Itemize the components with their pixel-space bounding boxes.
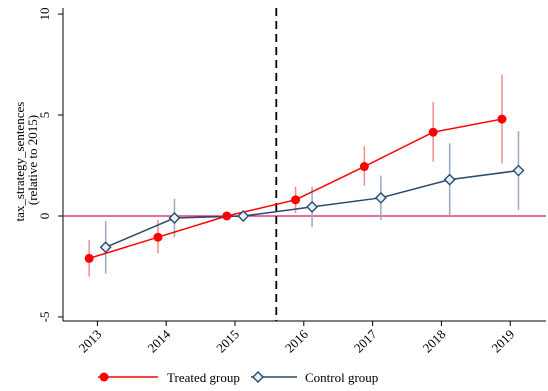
y-axis-label-line-2: (relative to 2015) — [25, 115, 40, 205]
legend-control-label: Control group — [305, 370, 378, 385]
plot-area: -5 0 5 10 2013 2014 2015 2016 2017 2018 2019 — [37, 8, 546, 356]
x-tick-label: 2015 — [213, 327, 242, 356]
legend-treated-label: Treated group — [167, 370, 240, 385]
data-point — [291, 195, 301, 205]
data-point — [168, 212, 181, 225]
x-tick-label: 2013 — [76, 327, 105, 356]
data-point — [222, 211, 232, 221]
data-point — [84, 253, 94, 263]
legend: Treated group Control group — [98, 370, 378, 385]
y-tick-label: 5 — [37, 112, 52, 119]
data-point — [512, 164, 525, 177]
x-tick-label: 2018 — [420, 327, 449, 356]
data-point — [374, 191, 387, 204]
x-tick-label: 2014 — [144, 326, 173, 355]
x-tick-label: 2019 — [488, 327, 517, 356]
data-point — [428, 127, 438, 137]
y-tick-label: 0 — [37, 213, 52, 220]
data-point — [497, 114, 507, 124]
data-point — [359, 162, 369, 172]
x-tick-label: 2016 — [282, 326, 311, 355]
data-point — [153, 232, 163, 242]
x-tick-label: 2017 — [351, 326, 380, 355]
legend-treated-marker — [99, 372, 109, 382]
y-tick-label: 10 — [37, 8, 52, 21]
y-axis-label: tax_strategy_sentences (relative to 2015… — [12, 98, 40, 221]
y-tick-label: -5 — [37, 312, 52, 323]
data-point — [443, 173, 456, 186]
data-point — [99, 241, 112, 254]
data-point — [306, 200, 319, 213]
data-point — [237, 210, 250, 222]
y-axis-label-line-1: tax_strategy_sentences — [12, 102, 27, 222]
legend-control-marker — [252, 371, 264, 383]
